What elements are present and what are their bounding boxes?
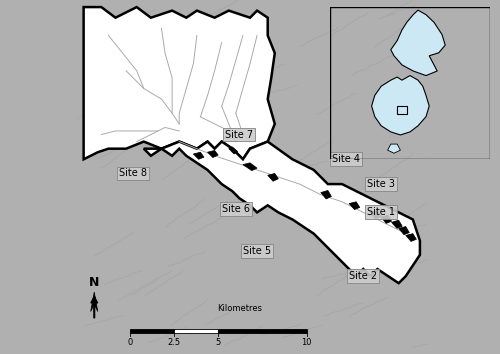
Text: 5: 5: [216, 338, 221, 347]
Bar: [174, 329, 218, 333]
Polygon shape: [229, 147, 237, 154]
Polygon shape: [391, 10, 445, 75]
Bar: [397, 106, 407, 114]
Polygon shape: [321, 190, 332, 199]
Bar: [130, 329, 174, 333]
Text: N: N: [89, 275, 100, 289]
Polygon shape: [194, 152, 204, 159]
Polygon shape: [372, 75, 429, 135]
Polygon shape: [268, 173, 278, 181]
Polygon shape: [370, 211, 381, 219]
Text: Site 4: Site 4: [332, 154, 359, 164]
Text: 10: 10: [302, 338, 312, 347]
Text: Site 7: Site 7: [226, 130, 254, 139]
Polygon shape: [381, 215, 392, 223]
Polygon shape: [90, 292, 98, 312]
Polygon shape: [349, 202, 360, 210]
Polygon shape: [144, 142, 420, 283]
Text: Site 1: Site 1: [367, 207, 395, 217]
Polygon shape: [388, 144, 400, 153]
Text: Site 2: Site 2: [349, 271, 378, 281]
Polygon shape: [208, 150, 218, 158]
Text: 0: 0: [127, 338, 132, 347]
Text: Kilometres: Kilometres: [217, 304, 262, 313]
Text: Site 6: Site 6: [222, 204, 250, 214]
Text: 2.5: 2.5: [168, 338, 180, 347]
Text: Site 8: Site 8: [119, 169, 147, 178]
Polygon shape: [243, 163, 257, 171]
Polygon shape: [406, 234, 416, 241]
Polygon shape: [398, 227, 409, 235]
Text: Site 5: Site 5: [243, 246, 271, 256]
Bar: [218, 329, 306, 333]
Polygon shape: [84, 7, 275, 159]
Polygon shape: [392, 220, 402, 228]
Text: Site 3: Site 3: [367, 179, 395, 189]
